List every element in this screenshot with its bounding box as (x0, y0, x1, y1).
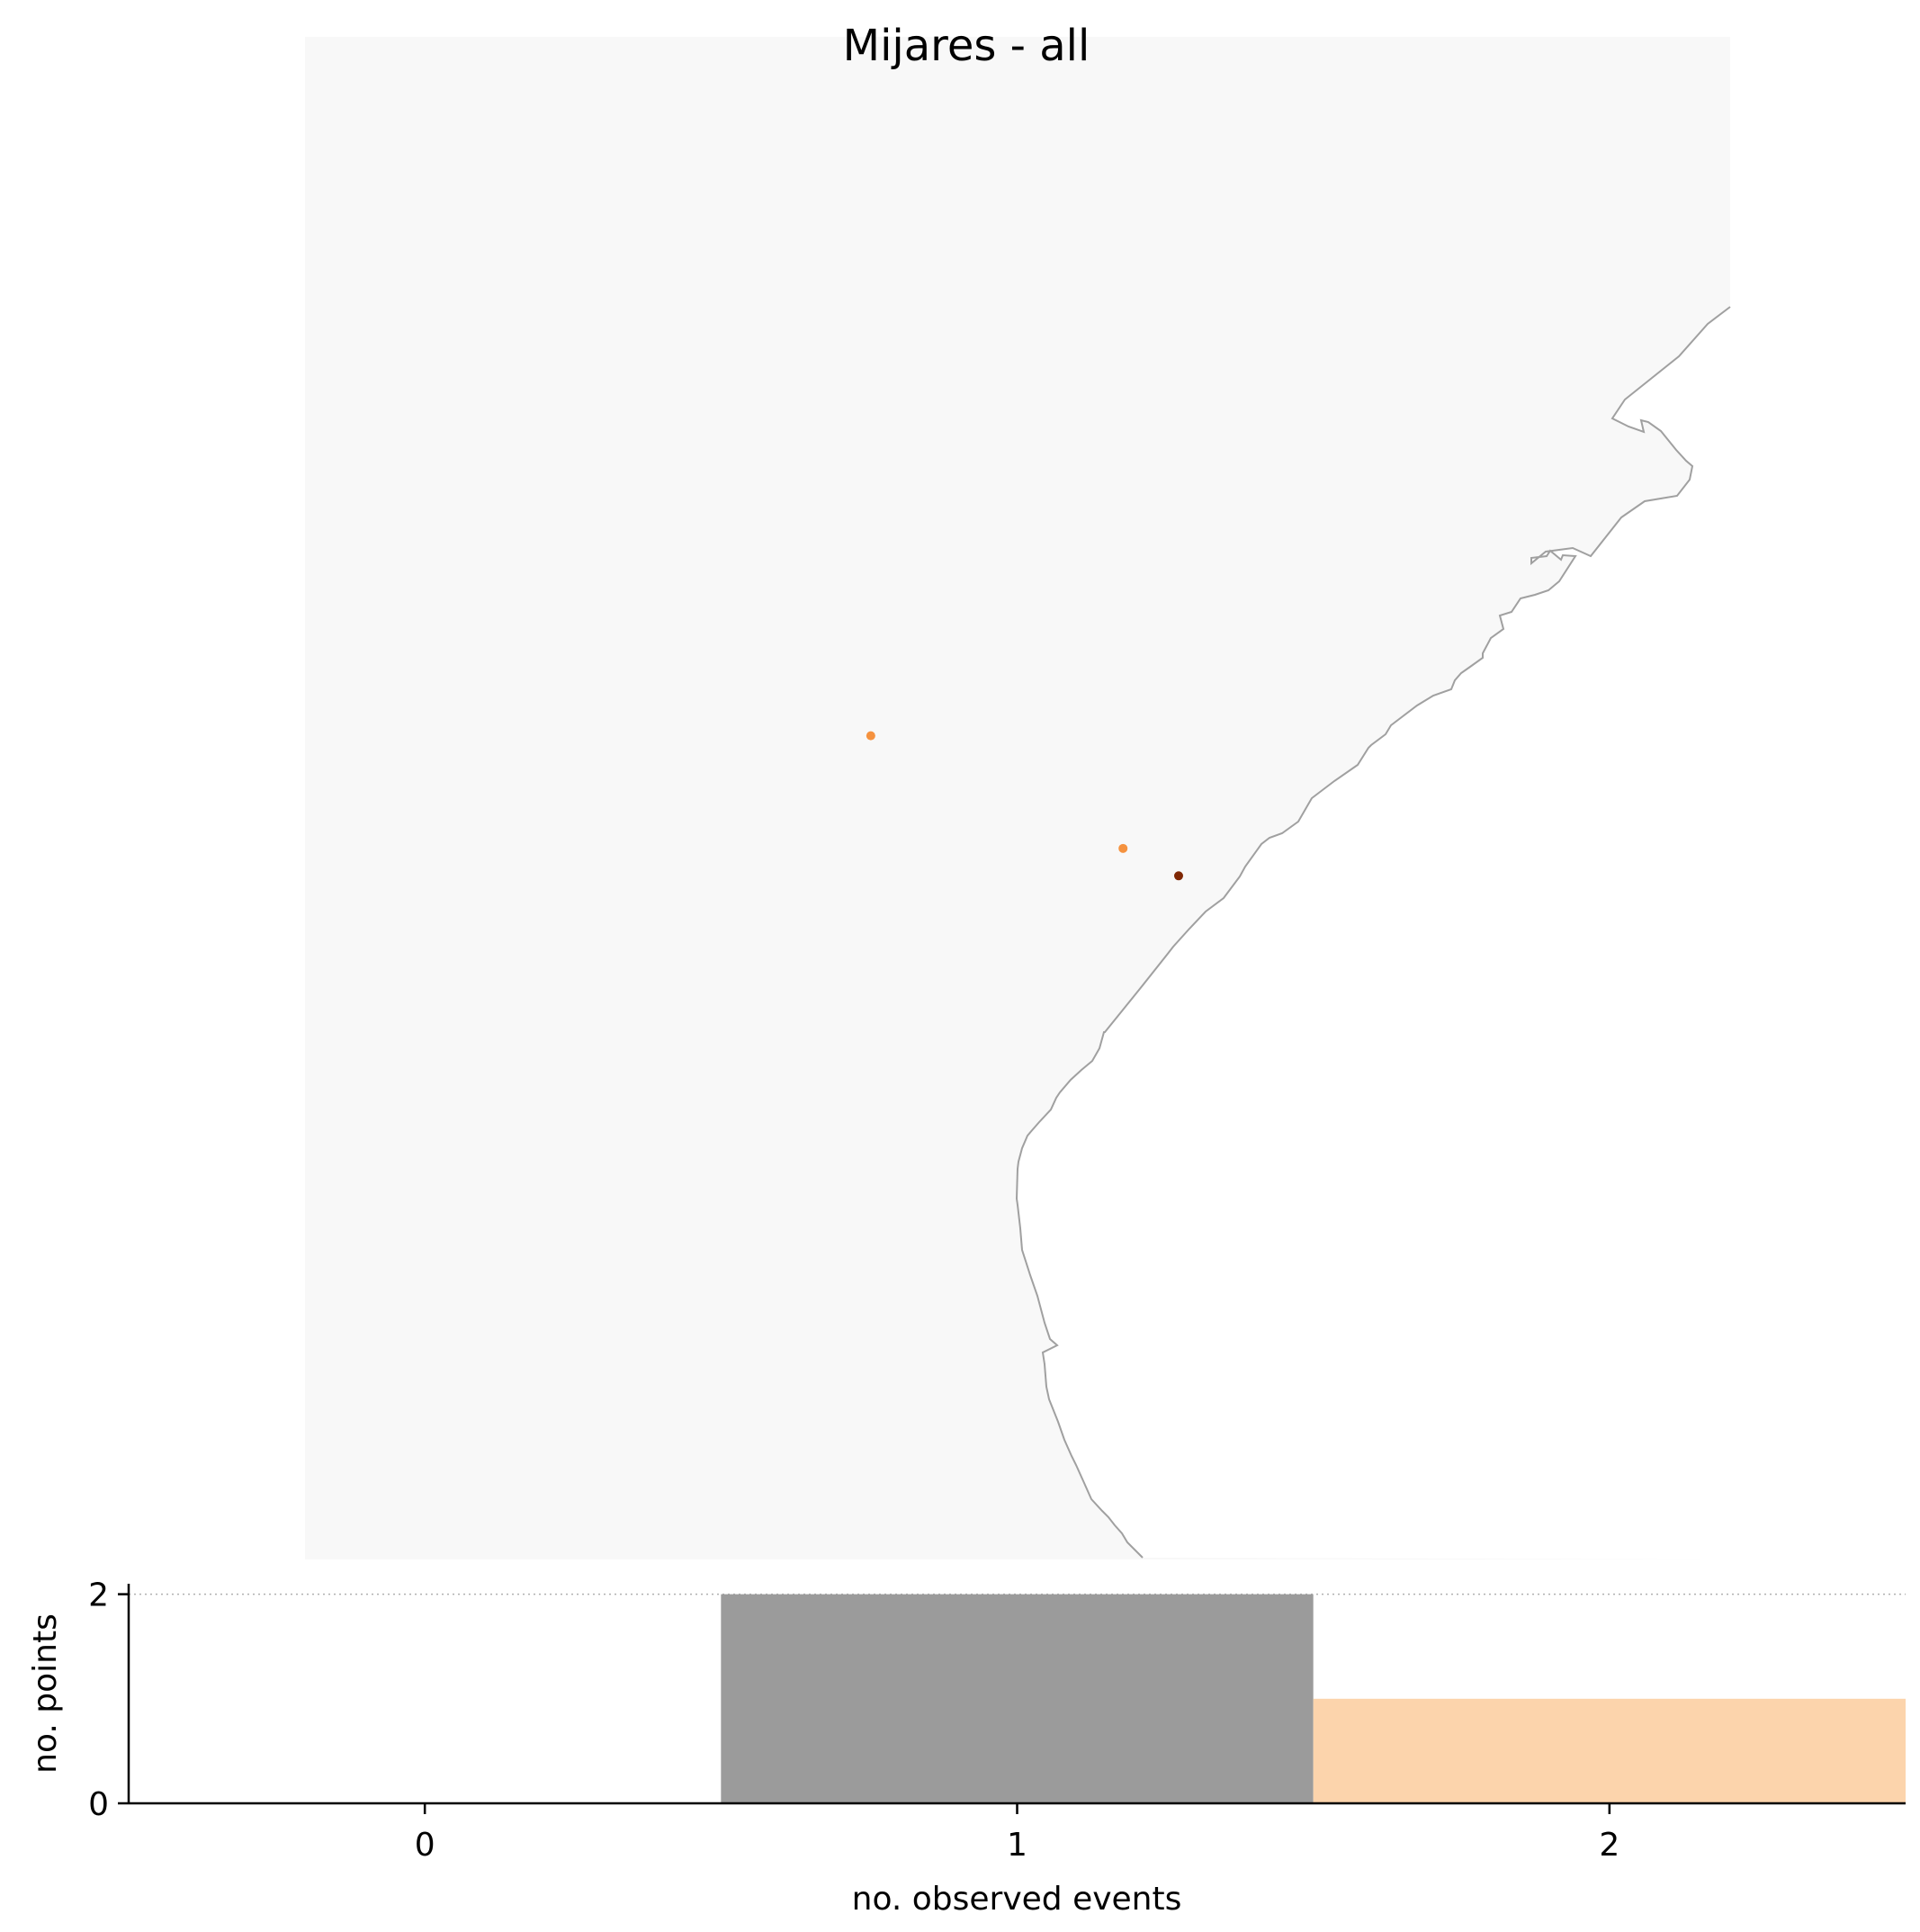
map-point-1 (866, 731, 875, 741)
x-tick-label: 2 (1599, 1827, 1619, 1864)
coastline (1015, 306, 1731, 1559)
map-panel (305, 37, 1731, 1559)
y-ticks: 02 (88, 1577, 129, 1823)
sea-area (1017, 307, 1730, 1559)
map-point-3 (1173, 871, 1183, 881)
map-point-2 (1118, 843, 1128, 853)
y-tick-label: 2 (88, 1577, 109, 1614)
chart-title: Mijares - all (843, 21, 1090, 71)
x-ticks: 0 1 2 (415, 1803, 1619, 1864)
y-axis-label: no. points (27, 1613, 64, 1774)
histogram-bar-2 (1313, 1698, 1906, 1803)
histogram-bar-1 (721, 1594, 1314, 1803)
x-tick-label: 0 (415, 1827, 435, 1864)
y-tick-label: 0 (88, 1786, 109, 1823)
x-axis-label: no. observed events (852, 1881, 1182, 1918)
x-tick-label: 1 (1007, 1827, 1027, 1864)
map-points (866, 731, 1183, 881)
histogram-bars (721, 1594, 1906, 1803)
